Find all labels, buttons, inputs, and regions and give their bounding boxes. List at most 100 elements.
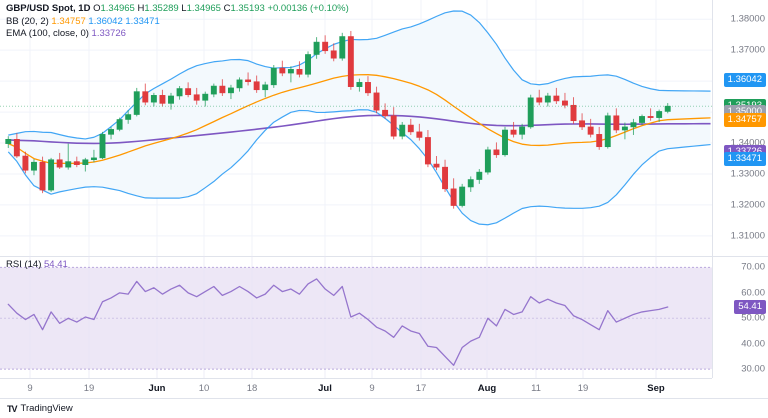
candle-body [22,155,29,171]
rsi-current-value: 54.41 [44,259,68,270]
bb-upper-price-badge[interactable]: 1.36042 [723,72,766,87]
candle-body [587,126,594,135]
candle-body [476,171,483,180]
candle-body [125,114,132,120]
tradingview-brand-label: TradingView [20,403,73,414]
bollinger-band-fill [8,10,711,225]
price-tick-label: 1.31000 [730,230,765,242]
chart-legend: GBP/USD Spot, 1D O1.34965 H1.35289 L1.34… [6,3,349,41]
ema-indicator-name[interactable]: EMA (100, close, 0) [6,28,89,39]
candle-body [382,109,389,117]
candle-body [365,82,371,94]
candle-body [330,50,337,59]
rsi-value-badge[interactable]: 54.41 [734,300,766,315]
time-tick-label: 17 [415,383,427,394]
candle-body [48,159,55,191]
candle-body [502,129,508,156]
candle-body [424,137,431,165]
price-plot-area[interactable] [0,0,712,256]
rsi-chart-svg [0,256,712,378]
candle-body [168,95,174,104]
time-tick-label: 11 [531,383,541,394]
candle-body [270,67,277,86]
candle-body [604,115,611,148]
candle-body [656,111,663,118]
bb-indicator-name[interactable]: BB (20, 2) [6,15,49,27]
candle-body [116,119,123,130]
rsi-tick-label: 50.00 [741,312,765,324]
time-tick-label: Aug [477,383,497,394]
time-scale[interactable]: 9 19 Jun 10 18 Jul 9 17 Aug 11 19 Sep [0,378,712,399]
candle-body [176,88,183,97]
candle-body [433,163,440,168]
legend-row-ema[interactable]: EMA (100, close, 0) 1.33726 [6,28,349,41]
price-tick-label: 1.37000 [730,44,765,56]
candle-body [519,126,526,135]
candle-body [647,116,654,118]
candle-body [202,93,209,101]
candle-body [442,166,449,190]
candle-body [536,97,543,103]
price-chart-svg [0,0,712,256]
candle-body [56,159,63,168]
price-tick-label: 1.34000 [730,137,765,149]
bb-lower-value: 1.33471 [125,15,160,27]
candle-body [561,100,568,106]
candle-body [65,161,72,168]
candle-body [450,188,457,206]
candle-body [133,91,140,115]
candle-body [142,91,149,103]
candle-body [305,54,311,75]
candle-body [99,134,106,159]
price-pane[interactable]: 1.380001.370001.360001.350001.340001.330… [0,0,768,256]
bb-lower-price-badge[interactable]: 1.33471 [723,152,766,167]
candle-body [510,129,517,135]
candle-body [373,92,380,111]
rsi-scale[interactable]: 70.00 60.00 50.00 40.00 30.00 54.41 [713,256,768,378]
candle-body [493,149,500,156]
price-scale[interactable]: 1.380001.370001.360001.350001.340001.330… [713,0,768,256]
rsi-plot-area[interactable] [0,256,712,378]
candle-body [219,85,226,94]
candle-body [356,82,363,87]
price-axis-divider [712,0,713,256]
pane-divider [0,256,768,257]
bb-basis-price-badge[interactable]: 1.34757 [723,112,766,127]
candle-body [236,79,243,89]
candle-body [339,36,346,59]
time-tick-label: Jun [148,383,166,394]
price-tick-label: 1.38000 [730,13,765,25]
change-percent: (+0.10%) [309,3,349,14]
candle-body [630,122,637,128]
ohlc-values: O1.34965 H1.35289 L1.34965 C1.35193 [93,3,267,14]
candle-body [459,186,466,206]
candle-body [262,84,269,91]
price-tick-label: 1.32000 [730,199,765,211]
symbol-title[interactable]: GBP/USD Spot, 1D [6,3,91,14]
time-tick-label: 9 [369,383,375,394]
rsi-legend[interactable]: RSI (14) 54.41 [6,259,68,271]
time-tick-label: 19 [83,383,95,394]
candle-body [82,159,89,165]
candle-body [621,126,628,131]
candle-body [527,97,534,128]
rsi-tick-label: 30.00 [741,363,765,375]
candle-body [73,161,80,165]
legend-row-bb[interactable]: BB (20, 2) 1.34757 1.36042 1.33471 [6,16,349,29]
candle-body [159,95,166,104]
change-value: +0.00136 [267,3,308,14]
candlestick-series [5,30,671,209]
rsi-pane[interactable]: 70.00 60.00 50.00 40.00 30.00 54.41 [0,256,768,378]
legend-row-ohlc[interactable]: GBP/USD Spot, 1D O1.34965 H1.35289 L1.34… [6,3,349,16]
rsi-indicator-name[interactable]: RSI (14) [6,259,42,270]
candle-body [313,41,320,55]
candle-body [570,104,577,122]
candle-body [399,124,406,137]
candle-body [347,36,354,87]
candle-body [296,69,303,75]
candle-body [245,79,252,83]
bollinger-upper-line [8,10,711,140]
candle-body [253,81,260,91]
tradingview-logo[interactable]: TV TradingView [7,403,73,414]
